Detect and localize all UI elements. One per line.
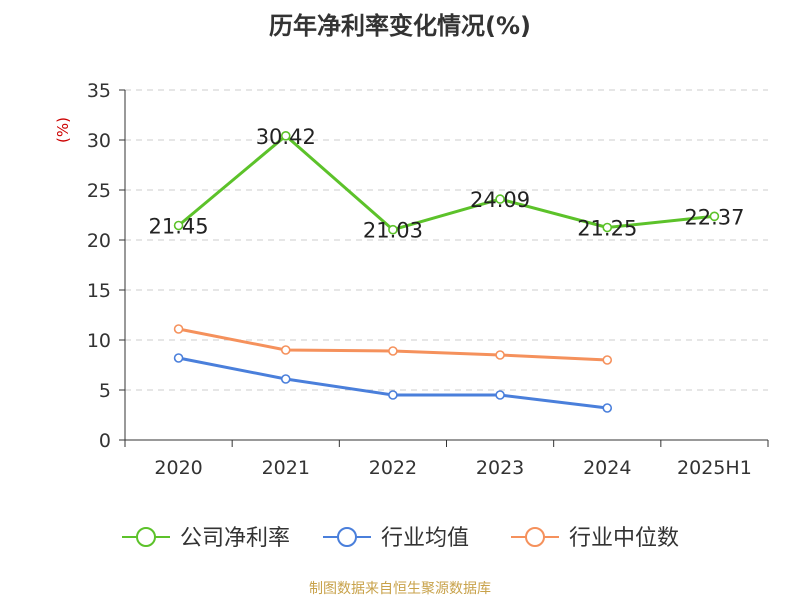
- legend-swatch-marker: [337, 527, 357, 547]
- data-label: 24.09: [470, 188, 530, 212]
- data-point: [388, 224, 398, 235]
- data-point: [602, 222, 613, 233]
- series-line: [177, 134, 715, 232]
- y-tick-label: 20: [87, 230, 111, 252]
- y-tick-label: 10: [87, 330, 111, 352]
- y-axis-label: (%): [54, 117, 72, 143]
- legend-swatch-marker: [525, 527, 545, 547]
- y-tick-label: 35: [87, 80, 111, 102]
- data-point: [709, 211, 720, 222]
- legend-label: 行业中位数: [569, 526, 679, 551]
- y-tick-label: 30: [87, 130, 111, 152]
- data-label: 21.25: [577, 217, 637, 241]
- legend-label: 公司净利率: [180, 526, 290, 551]
- series-line: [178, 356, 608, 410]
- data-point: [173, 353, 184, 363]
- data-point: [388, 390, 398, 400]
- x-tick-label: 2025H1: [677, 457, 752, 479]
- chart-title: 历年净利率变化情况(%): [269, 12, 531, 40]
- data-label: 22.37: [684, 205, 744, 229]
- data-point: [495, 390, 505, 400]
- data-label: 21.03: [363, 219, 423, 243]
- data-point: [388, 346, 398, 356]
- y-tick-label: 25: [87, 180, 111, 202]
- data-point: [280, 131, 291, 141]
- data-point: [495, 194, 505, 204]
- x-tick-label: 2022: [369, 457, 417, 479]
- x-tick-label: 2024: [583, 457, 631, 479]
- legend-swatch-marker: [136, 527, 156, 547]
- legend-label: 行业均值: [381, 526, 469, 551]
- data-point: [280, 345, 291, 355]
- y-tick-label: 5: [99, 380, 111, 402]
- x-tick-label: 2020: [154, 457, 202, 479]
- data-point: [495, 350, 505, 360]
- data-point: [173, 220, 184, 231]
- data-point: [173, 324, 184, 334]
- data-point: [602, 403, 613, 413]
- y-tick-label: 0: [99, 430, 111, 452]
- y-tick-label: 15: [87, 280, 111, 302]
- source-note: 制图数据来自恒生聚源数据库: [309, 581, 491, 597]
- data-point: [280, 374, 291, 384]
- data-point: [602, 355, 613, 365]
- x-tick-label: 2023: [476, 457, 524, 479]
- x-tick-label: 2021: [262, 457, 310, 479]
- data-label: 30.42: [256, 125, 316, 149]
- data-label: 21.45: [149, 215, 209, 239]
